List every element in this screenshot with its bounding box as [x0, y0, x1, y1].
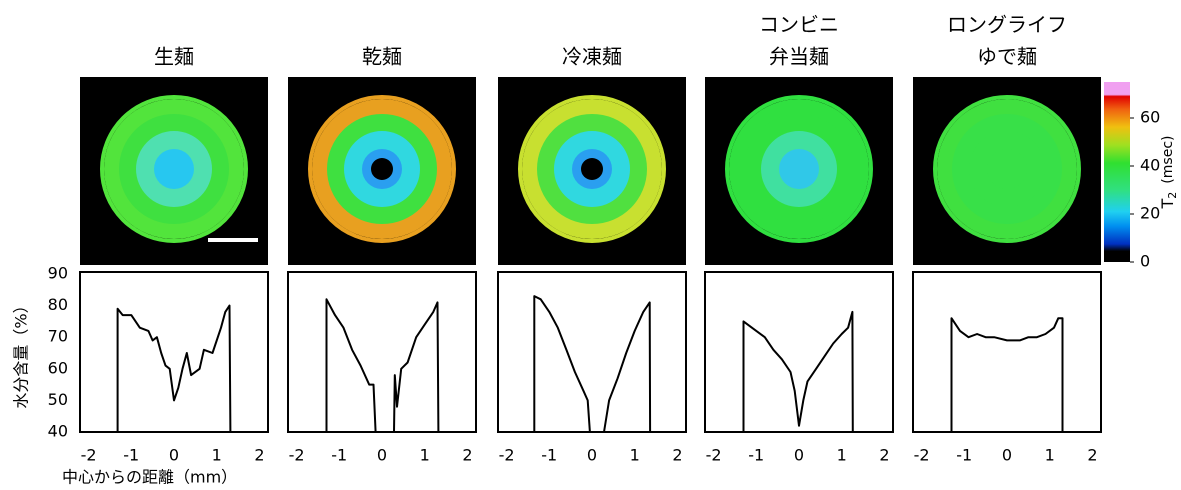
plot-frame: [705, 272, 893, 432]
panel-title: 冷凍麺: [562, 45, 622, 69]
y-tick-label: 80: [48, 295, 68, 314]
panel-title: 乾麺: [362, 45, 402, 69]
x-axis-label: 中心からの距離（mm）: [62, 468, 237, 487]
x-tick-label: 1: [212, 446, 222, 465]
colorbar-tick-label: 60: [1140, 108, 1160, 127]
x-tick-label: -2: [289, 446, 305, 465]
profile-line: [744, 312, 853, 432]
x-tick-label: -2: [706, 446, 722, 465]
y-tick-label: 60: [48, 358, 68, 377]
y-tick-label: 70: [48, 327, 68, 346]
x-tick-label: -1: [331, 446, 347, 465]
plot-frame: [498, 272, 686, 432]
y-tick-label: 50: [48, 390, 68, 409]
x-tick-label: 2: [254, 446, 264, 465]
x-tick-label: 0: [794, 446, 804, 465]
y-tick-label: 40: [48, 422, 68, 441]
profile-line: [327, 299, 439, 432]
panel-title: ゆで麺: [977, 45, 1037, 69]
x-tick-label: 0: [169, 446, 179, 465]
x-tick-label: -1: [956, 446, 972, 465]
panel-title: 弁当麺: [769, 45, 829, 69]
y-axis-label: 水分含量（%）: [12, 297, 31, 408]
mri-ring: [987, 149, 1027, 189]
colorbar-label-unit: (msec): [1160, 136, 1176, 184]
figure: 生麺 -2 -1 0 1 2 40 50 60 70 80 90 水分含量（%） 中心からの距離（mm） 乾…: [0, 0, 1181, 490]
x-tick-label: -1: [123, 446, 139, 465]
colorbar-label-sub: 2: [1166, 192, 1179, 199]
plot-frame: [288, 272, 476, 432]
mri-ring: [154, 149, 194, 189]
mri-ring: [779, 149, 819, 189]
plot-frame: [80, 272, 268, 432]
colorbar-tick-label: 0: [1140, 252, 1150, 271]
x-tick-label: 0: [377, 446, 387, 465]
colorbar-tick-label: 40: [1140, 156, 1160, 175]
profile-line: [534, 296, 650, 432]
x-tick-label: 1: [1045, 446, 1055, 465]
x-tick-label: -1: [748, 446, 764, 465]
panel-title: コンビニ: [759, 13, 839, 37]
x-tick-label: -1: [541, 446, 557, 465]
profile-line: [952, 318, 1063, 432]
x-tick-label: -2: [81, 446, 97, 465]
colorbar: [1104, 82, 1130, 262]
colorbar-label-main: T: [1158, 198, 1177, 209]
x-tick-label: 0: [1002, 446, 1012, 465]
mri-core: [371, 158, 393, 180]
colorbar-label: T2 (msec): [1158, 136, 1180, 210]
x-tick-label: 0: [587, 446, 597, 465]
mri-core: [581, 158, 603, 180]
x-tick-label: 2: [1087, 446, 1097, 465]
x-tick-label: 2: [672, 446, 682, 465]
x-tick-label: 1: [837, 446, 847, 465]
x-tick-label: -2: [914, 446, 930, 465]
x-tick-label: 1: [630, 446, 640, 465]
x-tick-label: 2: [462, 446, 472, 465]
x-tick-label: 2: [879, 446, 889, 465]
y-tick-label: 90: [48, 264, 68, 283]
x-tick-label: -2: [499, 446, 515, 465]
profile-line: [118, 306, 231, 432]
x-tick-label: 1: [420, 446, 430, 465]
panel-title: 生麺: [154, 45, 194, 69]
plot-frame: [913, 272, 1101, 432]
panel-title: ロングライフ: [947, 13, 1067, 37]
